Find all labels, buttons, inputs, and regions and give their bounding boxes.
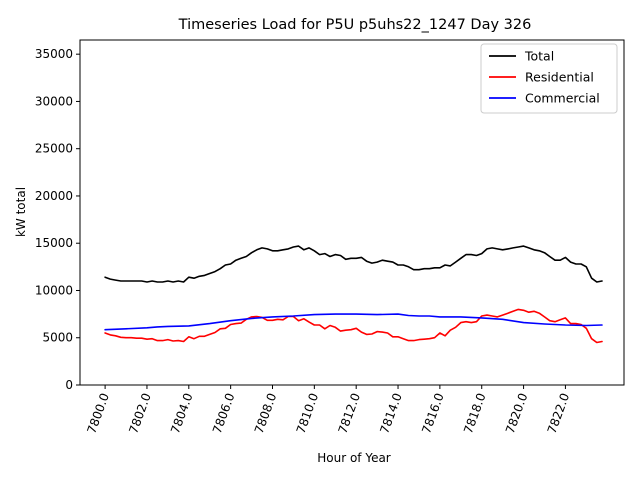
series-line-residential bbox=[104, 308, 603, 344]
y-tick-label: 35000 bbox=[35, 47, 73, 61]
series-line-commercial bbox=[104, 313, 603, 331]
y-tick-label: 20000 bbox=[35, 189, 73, 203]
legend: Total Residential Commercial bbox=[480, 43, 618, 114]
x-axis-label: Hour of Year bbox=[317, 451, 391, 465]
y-tick-label: 0 bbox=[65, 378, 73, 392]
chart-title: Timeseries Load for P5U p5uhs22_1247 Day… bbox=[178, 17, 532, 33]
plot-frame bbox=[79, 39, 625, 386]
series-group bbox=[104, 245, 603, 344]
y-tick-label: 10000 bbox=[35, 283, 73, 297]
y-axis-label: kW total bbox=[14, 187, 28, 237]
legend-label-residential: Residential bbox=[525, 70, 594, 85]
legend-box bbox=[480, 43, 618, 114]
y-tick-label: 5000 bbox=[42, 331, 73, 345]
y-tick-label: 30000 bbox=[35, 94, 73, 108]
legend-label-total: Total bbox=[524, 49, 554, 64]
y-tick-label: 25000 bbox=[35, 142, 73, 156]
y-tick-label: 15000 bbox=[35, 236, 73, 250]
series-line-total bbox=[104, 245, 603, 283]
legend-label-commercial: Commercial bbox=[525, 91, 600, 106]
y-axis: 0 5000 10000 15000 20000 25000 30000 35000 bbox=[35, 47, 80, 392]
